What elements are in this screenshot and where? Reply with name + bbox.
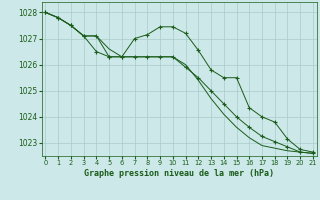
X-axis label: Graphe pression niveau de la mer (hPa): Graphe pression niveau de la mer (hPa)	[84, 169, 274, 178]
